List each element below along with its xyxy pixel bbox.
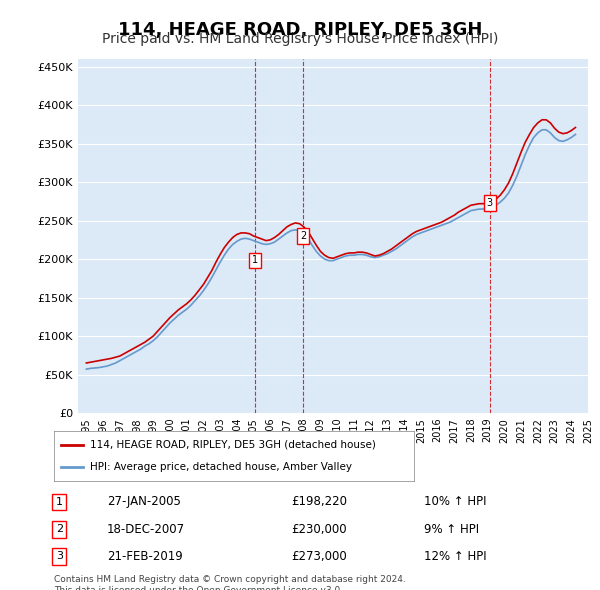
Text: 9% ↑ HPI: 9% ↑ HPI — [424, 523, 479, 536]
Text: £198,220: £198,220 — [292, 496, 347, 509]
Text: Price paid vs. HM Land Registry's House Price Index (HPI): Price paid vs. HM Land Registry's House … — [102, 32, 498, 47]
Text: 2: 2 — [56, 525, 63, 534]
Text: 114, HEAGE ROAD, RIPLEY, DE5 3GH (detached house): 114, HEAGE ROAD, RIPLEY, DE5 3GH (detach… — [90, 440, 376, 450]
Text: 3: 3 — [487, 198, 493, 208]
Text: 21-FEB-2019: 21-FEB-2019 — [107, 550, 182, 563]
Text: 2: 2 — [300, 231, 306, 241]
Text: 1: 1 — [251, 255, 258, 266]
Text: £273,000: £273,000 — [292, 550, 347, 563]
Text: 18-DEC-2007: 18-DEC-2007 — [107, 523, 185, 536]
Text: Contains HM Land Registry data © Crown copyright and database right 2024.
This d: Contains HM Land Registry data © Crown c… — [54, 575, 406, 590]
Text: 3: 3 — [56, 552, 63, 562]
Text: 27-JAN-2005: 27-JAN-2005 — [107, 496, 181, 509]
Text: HPI: Average price, detached house, Amber Valley: HPI: Average price, detached house, Ambe… — [90, 462, 352, 472]
Text: 10% ↑ HPI: 10% ↑ HPI — [424, 496, 486, 509]
Text: 1: 1 — [56, 497, 63, 507]
Text: 114, HEAGE ROAD, RIPLEY, DE5 3GH: 114, HEAGE ROAD, RIPLEY, DE5 3GH — [118, 21, 482, 39]
Text: £230,000: £230,000 — [292, 523, 347, 536]
Text: 12% ↑ HPI: 12% ↑ HPI — [424, 550, 486, 563]
